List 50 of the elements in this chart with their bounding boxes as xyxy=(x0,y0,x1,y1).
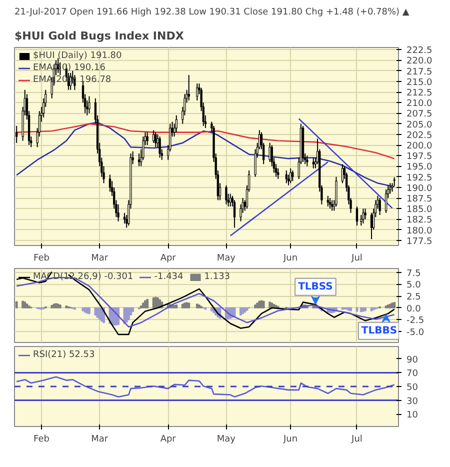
y-tick-label: 217.5 xyxy=(406,67,432,78)
y-tick-label: -2.5 xyxy=(406,316,424,326)
legend-label: $HUI (Daily) 191.80 xyxy=(33,51,122,61)
x-tick-label: Jul xyxy=(350,434,362,444)
y-tick-label: 185.0 xyxy=(406,205,433,216)
y-tick-label: 10 xyxy=(406,410,418,421)
x-tick-label: May xyxy=(216,254,236,264)
y-tick-label: 207.5 xyxy=(406,110,432,120)
y-tick-label: 210.0 xyxy=(406,99,433,110)
y-tick-label: 182.5 xyxy=(406,216,432,226)
y-tick-label: 30 xyxy=(406,396,418,407)
y-tick-label: 192.5 xyxy=(406,173,432,184)
x-tick-label: Mar xyxy=(91,434,108,444)
y-tick-label: 90 xyxy=(406,355,418,366)
y-tick-label: -5.0 xyxy=(406,328,424,338)
y-tick-label: 187.5 xyxy=(406,194,432,205)
x-tick-label: Feb xyxy=(34,254,50,264)
y-tick-label: 190.0 xyxy=(406,184,433,194)
x-tick-label: Mar xyxy=(91,254,108,264)
y-tick-label: 50 xyxy=(406,383,418,393)
legend-label: RSI(21) 52.53 xyxy=(33,350,95,360)
x-tick-label: May xyxy=(216,434,236,444)
y-tick-label: 197.5 xyxy=(406,152,432,162)
y-tick-label: 2.5 xyxy=(406,292,421,303)
legend-label: -1.434 xyxy=(154,272,184,282)
y-tick-label: 177.5 xyxy=(406,236,432,247)
x-tick-label: Jun xyxy=(282,254,298,264)
y-tick-label: 7.5 xyxy=(406,268,421,279)
y-tick-label: 215.0 xyxy=(406,78,433,88)
y-tick-label: 195.0 xyxy=(406,162,433,173)
y-tick-label: 0.0 xyxy=(406,304,422,314)
legend-label: 1.133 xyxy=(204,272,230,282)
y-tick-label: 212.5 xyxy=(406,88,432,99)
x-tick-label: Jun xyxy=(282,434,298,444)
chart-title: $HUI Gold Bugs Index INDX xyxy=(14,30,184,42)
annotation: TLBSS xyxy=(298,281,333,292)
annotation: TLBBS xyxy=(361,325,398,336)
y-tick-label: 70 xyxy=(406,369,418,380)
y-tick-label: 200.0 xyxy=(406,142,433,152)
x-tick-label: Apr xyxy=(160,434,176,444)
chart-subtitle: 21-Jul-2017 Open 191.66 High 192.38 Low 190.31 Close 191.80 Chg +1.48 (+0.78%) ▲ xyxy=(14,8,410,18)
x-tick-label: Apr xyxy=(160,254,176,264)
y-tick-label: 5.0 xyxy=(406,280,422,291)
x-tick-label: Jul xyxy=(350,254,362,264)
y-tick-label: 220.0 xyxy=(406,56,433,67)
y-tick-label: 180.0 xyxy=(406,226,433,236)
y-tick-label: 205.0 xyxy=(406,120,433,130)
y-tick-label: 202.5 xyxy=(406,130,432,141)
y-tick-label: 222.5 xyxy=(406,46,432,56)
x-tick-label: Feb xyxy=(34,434,50,444)
